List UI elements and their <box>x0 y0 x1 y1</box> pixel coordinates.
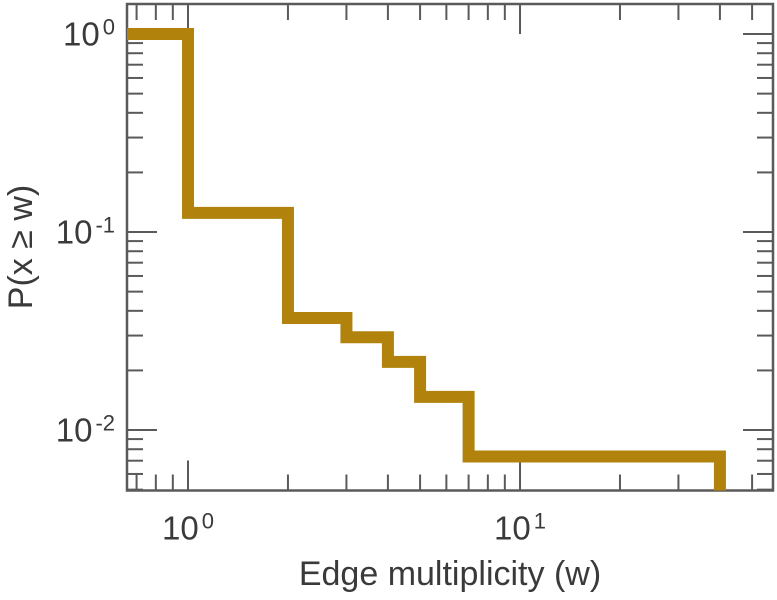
y-tick-mantissa: 10 <box>55 213 93 251</box>
x-tick-mantissa: 10 <box>494 509 531 547</box>
y-tick-exponent: -1 <box>95 212 115 238</box>
x-tick-exponent: 1 <box>533 508 546 534</box>
x-tick-label-1e0: 10 0 <box>162 509 214 547</box>
y-tick-label-1e-2: 10 -2 <box>55 411 115 449</box>
ccdf-step-line <box>127 28 726 491</box>
y-tick-exponent: 0 <box>102 14 115 40</box>
y-tick-label-1e-1: 10 -1 <box>55 213 115 251</box>
y-tick-mantissa: 10 <box>63 15 100 53</box>
x-tick-exponent: 0 <box>201 508 214 534</box>
y-tick-label-1e0: 10 0 <box>63 15 115 53</box>
x-axis-title: Edge multiplicity (w) <box>298 555 602 593</box>
y-tick-exponent: -2 <box>95 410 115 436</box>
x-tick-label-1e1: 10 1 <box>494 509 546 547</box>
x-tick-mantissa: 10 <box>162 509 199 547</box>
y-axis-title: P(x ≥ w) <box>2 184 40 310</box>
y-tick-mantissa: 10 <box>55 411 93 449</box>
plot-frame <box>125 2 775 492</box>
